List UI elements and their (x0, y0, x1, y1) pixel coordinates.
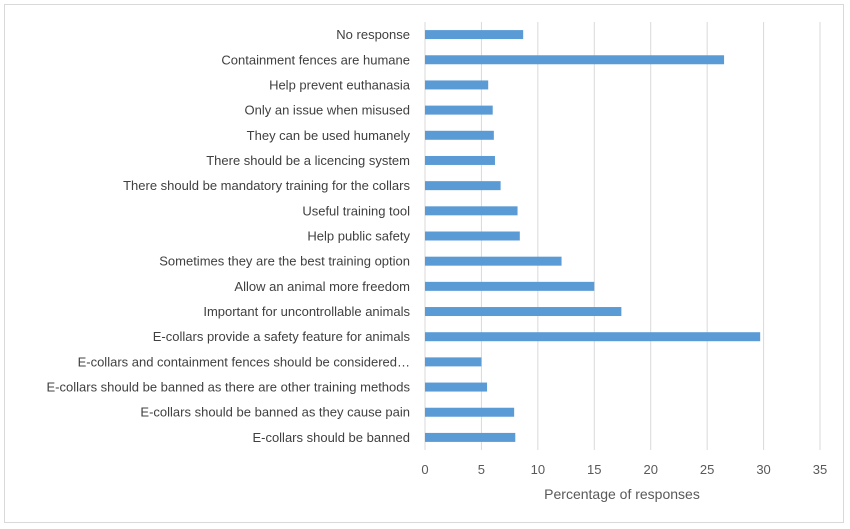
gridlines (424, 22, 821, 450)
bar (425, 281, 595, 291)
bar (425, 231, 520, 241)
category-label: Help prevent euthanasia (269, 77, 411, 92)
category-labels: No response Containment fences are humane… (47, 27, 411, 445)
bar (425, 55, 725, 65)
category-label: E-collars and containment fences should … (78, 354, 410, 369)
category-label: Allow an animal more freedom (234, 279, 410, 294)
x-tick-label: 30 (756, 462, 770, 477)
x-axis-title: Percentage of responses (544, 486, 700, 502)
category-label: E-collars should be banned (252, 430, 410, 445)
bar (425, 332, 761, 342)
category-label: There should be mandatory training for t… (123, 178, 410, 193)
bar (425, 30, 524, 40)
x-tick-label: 25 (700, 462, 714, 477)
bars (425, 30, 761, 442)
category-label: E-collars provide a safety feature for a… (153, 329, 411, 344)
bar (425, 407, 515, 417)
category-label: Only an issue when misused (245, 103, 410, 118)
category-label: Important for uncontrollable animals (203, 304, 410, 319)
category-label: No response (336, 27, 410, 42)
bar (425, 105, 493, 115)
bar (425, 130, 494, 140)
category-label: Sometimes they are the best training opt… (159, 254, 410, 269)
x-tick-label: 15 (587, 462, 601, 477)
bar (425, 206, 518, 216)
category-label: Help public safety (307, 229, 410, 244)
category-label: Useful training tool (302, 203, 410, 218)
x-tick-label: 0 (421, 462, 428, 477)
bar (425, 357, 482, 367)
chart-area (4, 4, 844, 523)
category-label: There should be a licencing system (206, 153, 410, 168)
bar (425, 256, 562, 266)
bar (425, 382, 488, 392)
x-tick-label: 20 (643, 462, 657, 477)
bar (425, 80, 489, 90)
bar (425, 181, 501, 191)
category-label: E-collars should be banned as they cause… (140, 405, 410, 420)
x-tick-labels: 0 5 10 15 20 25 30 35 (421, 462, 827, 477)
x-tick-label: 35 (813, 462, 827, 477)
x-tick-label: 10 (531, 462, 545, 477)
category-label: Containment fences are humane (221, 52, 410, 67)
bar (425, 432, 516, 442)
category-label: They can be used humanely (247, 128, 411, 143)
category-label: E-collars should be banned as there are … (47, 380, 411, 395)
bar (425, 155, 495, 165)
bar (425, 307, 622, 317)
x-tick-label: 5 (478, 462, 485, 477)
